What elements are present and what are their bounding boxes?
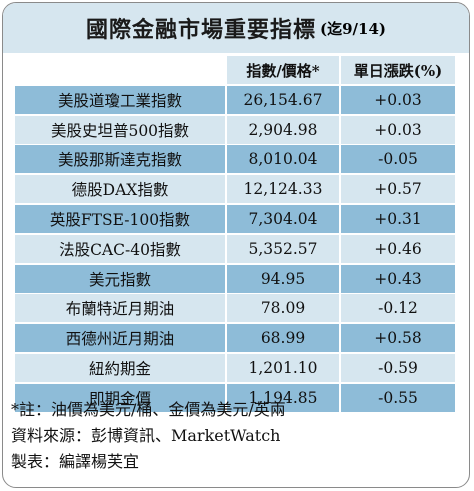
table-body: 美股道瓊工業指數 26,154.67 +0.03 美股史坦普500指數 2,904.98… bbox=[15, 85, 455, 412]
table-row: 美股道瓊工業指數 26,154.67 +0.03 bbox=[15, 85, 455, 114]
row-name: 美股道瓊工業指數 bbox=[15, 85, 225, 114]
data-source: 資料來源：彭博資訊、MarketWatch bbox=[11, 426, 281, 445]
row-change: -0.12 bbox=[341, 294, 455, 323]
table-row: 法股CAC-40指數 5,352.57 +0.46 bbox=[15, 234, 455, 263]
row-change: +0.43 bbox=[341, 264, 455, 293]
row-value: 68.99 bbox=[227, 324, 339, 353]
row-change: +0.03 bbox=[341, 85, 455, 114]
table-row: 美股史坦普500指數 2,904.98 +0.03 bbox=[15, 115, 455, 144]
row-value: 12,124.33 bbox=[227, 175, 339, 204]
indicators-table: 指數/價格* 單日漲跌(%) 美股道瓊工業指數 26,154.67 +0.03 美股史… bbox=[15, 56, 455, 414]
header-change: 單日漲跌(%) bbox=[341, 56, 455, 84]
row-value: 78.09 bbox=[227, 294, 339, 323]
table-subtitle: (迄9/14) bbox=[320, 19, 386, 38]
row-value: 8,010.04 bbox=[227, 145, 339, 174]
row-change: +0.46 bbox=[341, 234, 455, 263]
market-indicators-card: 國際金融市場重要指標 (迄9/14) 指數/價格* 單日漲跌(%) 美股道瓊工業… bbox=[2, 2, 470, 488]
row-name: 紐約期金 bbox=[15, 353, 225, 382]
row-value: 1,194.85 bbox=[227, 383, 339, 412]
header-name bbox=[15, 56, 225, 84]
row-value: 1,201.10 bbox=[227, 353, 339, 382]
row-name: 布蘭特近月期油 bbox=[15, 294, 225, 323]
row-name: 美元指數 bbox=[15, 264, 225, 293]
row-change: -0.59 bbox=[341, 353, 455, 382]
header-value: 指數/價格* bbox=[227, 56, 339, 84]
table-row: 美股那斯達克指數 8,010.04 -0.05 bbox=[15, 145, 455, 174]
table-row: 德股DAX指數 12,124.33 +0.57 bbox=[15, 175, 455, 204]
row-name: 即期金價 bbox=[15, 383, 225, 412]
row-name: 法股CAC-40指數 bbox=[15, 234, 225, 263]
row-value: 7,304.04 bbox=[227, 204, 339, 233]
row-change: +0.03 bbox=[341, 115, 455, 144]
table-editor: 製表：編譯楊芙宜 bbox=[11, 452, 140, 471]
row-change: +0.31 bbox=[341, 204, 455, 233]
row-value: 5,352.57 bbox=[227, 234, 339, 263]
row-name: 美股那斯達克指數 bbox=[15, 145, 225, 174]
row-value: 2,904.98 bbox=[227, 115, 339, 144]
table-row: 即期金價 1,194.85 -0.55 bbox=[15, 383, 455, 412]
table-row: 美元指數 94.95 +0.43 bbox=[15, 264, 455, 293]
row-change: -0.55 bbox=[341, 383, 455, 412]
row-value: 94.95 bbox=[227, 264, 339, 293]
row-name: 西德州近月期油 bbox=[15, 324, 225, 353]
row-name: 美股史坦普500指數 bbox=[15, 115, 225, 144]
notes-section: *註：油價為美元/桶、金價為美元/英兩 資料來源：彭博資訊、MarketWatc… bbox=[11, 397, 461, 475]
row-name: 英股FTSE-100指數 bbox=[15, 204, 225, 233]
row-change: +0.57 bbox=[341, 175, 455, 204]
table-row: 布蘭特近月期油 78.09 -0.12 bbox=[15, 294, 455, 323]
table-row: 紐約期金 1,201.10 -0.59 bbox=[15, 353, 455, 382]
table-row: 西德州近月期油 68.99 +0.58 bbox=[15, 324, 455, 353]
table-row: 英股FTSE-100指數 7,304.04 +0.31 bbox=[15, 204, 455, 233]
row-change: -0.05 bbox=[341, 145, 455, 174]
table-title: 國際金融市場重要指標 bbox=[86, 17, 317, 43]
title-bar: 國際金融市場重要指標 (迄9/14) bbox=[3, 3, 469, 53]
row-change: +0.58 bbox=[341, 324, 455, 353]
row-name: 德股DAX指數 bbox=[15, 175, 225, 204]
table-header-row: 指數/價格* 單日漲跌(%) bbox=[15, 56, 455, 84]
footnote: *註：油價為美元/桶、金價為美元/英兩 bbox=[11, 400, 286, 419]
row-value: 26,154.67 bbox=[227, 85, 339, 114]
